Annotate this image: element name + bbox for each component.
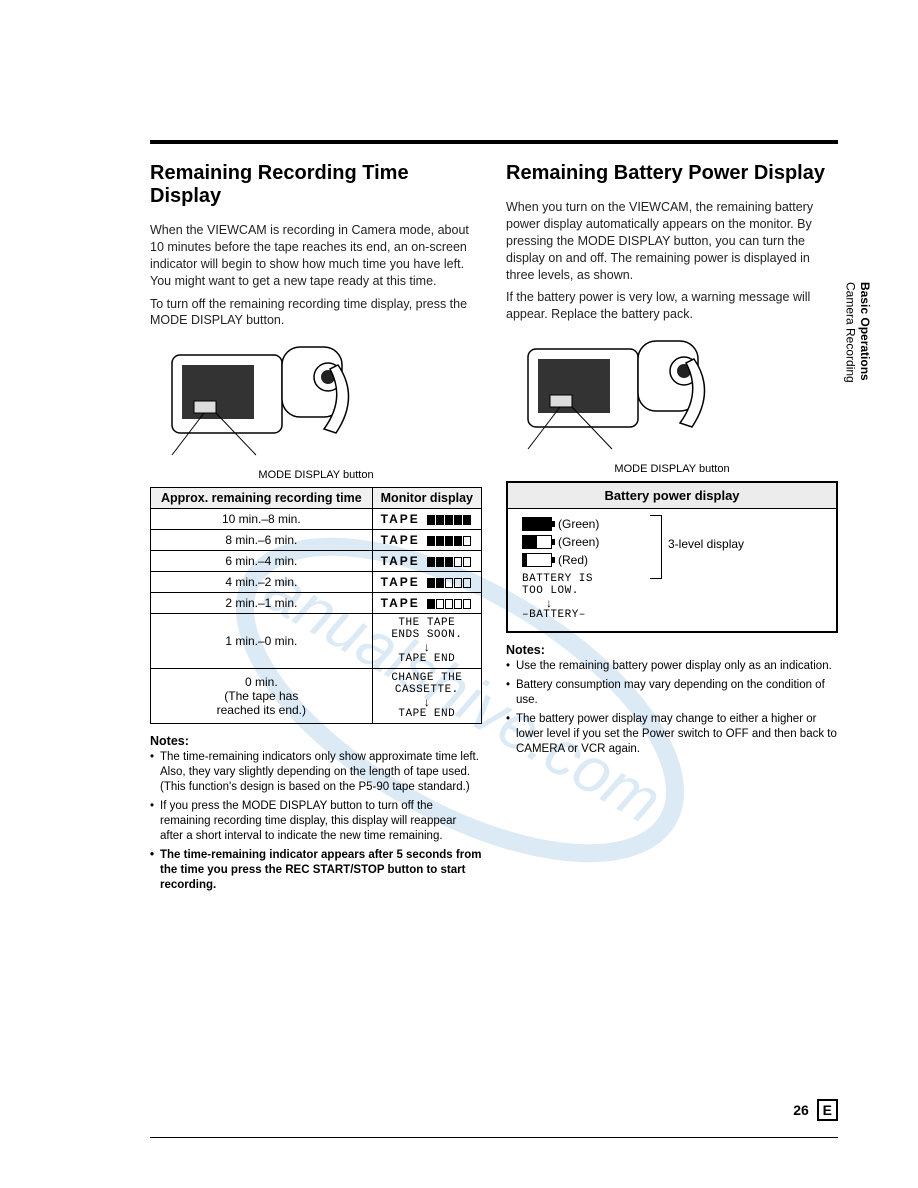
tape-display-cell: TAPE — [372, 572, 481, 593]
battery-level-row: (Green) — [522, 517, 826, 531]
left-note-1: The time-remaining indicators only show … — [150, 750, 482, 795]
bottom-rule — [150, 1137, 838, 1138]
page-letter: E — [817, 1099, 838, 1121]
left-para2: To turn off the remaining recording time… — [150, 296, 482, 330]
battery-level-label: (Red) — [558, 553, 588, 567]
tape-col1: Approx. remaining recording time — [151, 488, 373, 509]
table-row: 1 min.–0 min.THE TAPEENDS SOON.↓TAPE END — [151, 614, 482, 669]
battery-msg-2: TOO LOW. — [522, 585, 826, 597]
tape-bars-icon — [427, 536, 471, 546]
bracket-label: 3-level display — [668, 537, 744, 551]
left-para1: When the VIEWCAM is recording in Camera … — [150, 222, 482, 290]
tape-col2: Monitor display — [372, 488, 481, 509]
tape-table: Approx. remaining recording time Monitor… — [150, 487, 482, 724]
columns: Remaining Recording Time Display When th… — [150, 162, 838, 897]
battery-msg-3: –BATTERY– — [522, 609, 826, 621]
battery-level-label: (Green) — [558, 535, 599, 549]
tape-bars-icon — [427, 599, 471, 609]
right-heading: Remaining Battery Power Display — [506, 162, 838, 185]
right-notes-list: Use the remaining battery power display … — [506, 659, 838, 757]
right-para1: When you turn on the VIEWCAM, the remain… — [506, 199, 838, 283]
left-note-3: The time-remaining indicator appears aft… — [150, 848, 482, 893]
camera-illustration-left — [160, 337, 370, 467]
tape-time-cell: 1 min.–0 min. — [151, 614, 373, 669]
tape-display-cell: TAPE — [372, 509, 481, 530]
left-column: Remaining Recording Time Display When th… — [150, 162, 482, 897]
tape-time-cell: 6 min.–4 min. — [151, 551, 373, 572]
left-notes-list: The time-remaining indicators only show … — [150, 750, 482, 892]
tape-bars-icon — [427, 557, 471, 567]
battery-level-label: (Green) — [558, 517, 599, 531]
table-row: 10 min.–8 min.TAPE — [151, 509, 482, 530]
battery-icon — [522, 517, 552, 531]
right-column: Remaining Battery Power Display When you… — [506, 162, 838, 897]
battery-icon — [522, 553, 552, 567]
right-para2: If the battery power is very low, a warn… — [506, 289, 838, 323]
tape-display-cell: TAPE — [372, 551, 481, 572]
left-notes-heading: Notes: — [150, 734, 482, 748]
table-row: 8 min.–6 min.TAPE — [151, 530, 482, 551]
page-number: 26 E — [793, 1102, 838, 1118]
left-note-2: If you press the MODE DISPLAY button to … — [150, 799, 482, 844]
tape-display-cell: TAPE — [372, 593, 481, 614]
tape-bars-icon — [427, 515, 471, 525]
tape-time-cell: 0 min.(The tape hasreached its end.) — [151, 669, 373, 724]
tape-time-cell: 10 min.–8 min. — [151, 509, 373, 530]
battery-box: Battery power display (Green) (Green) (Red… — [506, 481, 838, 633]
battery-level-row: (Red) — [522, 553, 826, 567]
bracket-icon — [650, 515, 662, 579]
tape-time-cell: 2 min.–1 min. — [151, 593, 373, 614]
tape-display-cell: THE TAPEENDS SOON.↓TAPE END — [372, 614, 481, 669]
tape-bars-icon — [427, 578, 471, 588]
tape-display-cell: TAPE — [372, 530, 481, 551]
left-caption: MODE DISPLAY button — [150, 469, 482, 481]
left-heading: Remaining Recording Time Display — [150, 162, 482, 208]
tape-time-cell: 8 min.–6 min. — [151, 530, 373, 551]
right-note-2: Battery consumption may vary depending o… — [506, 678, 838, 708]
battery-msg-1: BATTERY IS — [522, 573, 826, 585]
right-caption: MODE DISPLAY button — [506, 463, 838, 475]
battery-box-title: Battery power display — [508, 483, 836, 509]
table-row: 2 min.–1 min.TAPE — [151, 593, 482, 614]
right-note-3: The battery power display may change to … — [506, 712, 838, 757]
page-number-value: 26 — [793, 1102, 809, 1118]
battery-icon — [522, 535, 552, 549]
camera-illustration-right — [516, 331, 726, 461]
tape-time-cell: 4 min.–2 min. — [151, 572, 373, 593]
table-row: 4 min.–2 min.TAPE — [151, 572, 482, 593]
right-note-1: Use the remaining battery power display … — [506, 659, 838, 674]
down-arrow-icon: ↓ — [522, 597, 826, 609]
table-row: 0 min.(The tape hasreached its end.)CHAN… — [151, 669, 482, 724]
table-row: 6 min.–4 min.TAPE — [151, 551, 482, 572]
battery-box-body: (Green) (Green) (Red) 3-level display BATT… — [508, 509, 836, 631]
top-rule — [150, 140, 838, 144]
page: Remaining Recording Time Display When th… — [0, 0, 918, 937]
tape-display-cell: CHANGE THECASSETTE.↓TAPE END — [372, 669, 481, 724]
right-notes-heading: Notes: — [506, 643, 838, 657]
